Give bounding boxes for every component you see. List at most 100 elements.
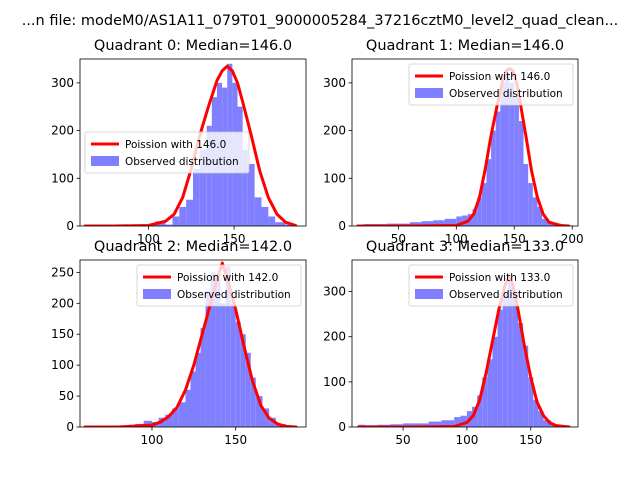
legend-box	[408, 264, 574, 307]
histogram-bar	[165, 414, 173, 427]
y-tick-label: 0	[66, 219, 74, 233]
histogram-bar	[179, 206, 187, 226]
panel-title: Quadrant 2: Median=142.0	[94, 239, 292, 255]
quadrant-3-panel: 50 100 150 0 100 200 300 Quadrant 3: Median=133…	[323, 239, 579, 447]
histogram-bar	[444, 218, 457, 226]
x-tick-label: 100	[455, 433, 478, 447]
y-tick-label: 200	[51, 124, 74, 138]
histogram-bar	[199, 149, 207, 226]
histogram-bar	[477, 395, 483, 427]
y-tick-label: 200	[323, 124, 346, 138]
y-tick-label: 300	[323, 285, 346, 299]
poisson-curve	[83, 64, 298, 226]
axes-frame	[351, 58, 579, 227]
histogram-bar	[285, 224, 295, 226]
figure-suptitle: ...n file: modeM0/AS1A11_079T01_90000052…	[21, 13, 619, 29]
legend-poisson-label: Poission with 146.0	[449, 71, 550, 83]
histogram-bar	[240, 334, 246, 427]
legend-box	[408, 63, 574, 106]
legend-observed-label: Observed distribution	[125, 156, 239, 168]
x-tick-label: 150	[224, 433, 247, 447]
histogram-bar	[421, 221, 434, 226]
histogram-bar	[477, 197, 482, 226]
y-tick-label: 100	[51, 171, 74, 185]
histogram-bar	[497, 309, 503, 427]
histogram-bar	[255, 396, 263, 427]
x-tick-label: 150	[519, 433, 542, 447]
legend-observed-swatch	[143, 289, 171, 299]
y-tick-label: 0	[338, 420, 346, 434]
histogram-bar	[247, 163, 255, 226]
x-tick-label: 100	[137, 232, 160, 246]
histogram-bar	[205, 290, 211, 427]
histogram-bar	[514, 97, 519, 226]
histogram-bar	[200, 328, 206, 427]
histogram-bar	[528, 377, 534, 427]
y-tick-label: 100	[323, 171, 346, 185]
histogram-bar	[491, 130, 496, 226]
histogram-bar	[268, 216, 276, 226]
quadrant-1-panel: 50 100 150 200 0 100 200 300 Quadrant 1: Median=…	[323, 38, 584, 246]
legend-observed-swatch	[415, 289, 443, 299]
legend-observed-swatch	[415, 88, 443, 98]
histogram-bar	[235, 321, 241, 427]
histogram-bar	[542, 218, 550, 226]
histogram-bar	[487, 359, 493, 427]
histogram-bar	[512, 291, 518, 427]
panel-title: Quadrant 3: Median=133.0	[366, 239, 564, 255]
legend-box	[84, 131, 250, 174]
histogram-bar	[528, 183, 533, 226]
histogram-bar	[454, 417, 461, 427]
histogram-bar	[523, 163, 529, 226]
axes-frame	[79, 58, 307, 227]
histogram-bar	[186, 199, 193, 226]
histogram-bar	[415, 423, 429, 427]
histogram-bar	[502, 291, 508, 427]
histogram-bar	[230, 303, 236, 427]
histogram-bar	[507, 278, 513, 427]
histogram-bar	[482, 377, 488, 427]
legend-poisson-label: Poission with 146.0	[125, 139, 226, 151]
histogram-bar	[537, 206, 543, 226]
histogram-bar	[472, 209, 478, 226]
histogram-bar	[178, 402, 186, 427]
histogram-bar	[250, 377, 256, 427]
y-tick-label: 100	[51, 358, 74, 372]
axes-frame	[351, 259, 579, 428]
histogram-bar	[492, 336, 498, 427]
histogram-bar	[538, 411, 544, 427]
y-tick-label: 50	[59, 389, 74, 403]
x-tick-label: 50	[395, 433, 410, 447]
histogram-bar	[460, 415, 467, 427]
histogram-bar	[456, 216, 463, 226]
histogram-bar	[269, 417, 276, 427]
histogram-bar	[275, 222, 286, 226]
legend-observed-label: Observed distribution	[449, 289, 563, 301]
histogram-bar	[481, 183, 487, 226]
plot-area	[356, 274, 571, 427]
y-tick-label: 100	[323, 375, 346, 389]
legend-observed-label: Observed distribution	[449, 88, 563, 100]
y-tick-label: 200	[323, 330, 346, 344]
histogram-bar	[215, 278, 221, 427]
x-tick-label: 200	[561, 232, 584, 246]
histogram-bar	[441, 420, 455, 427]
plot-area	[83, 261, 298, 427]
histogram-bar	[220, 303, 226, 427]
histogram-bar	[262, 408, 270, 427]
histogram-bar	[500, 82, 505, 226]
histogram-bar	[523, 345, 529, 427]
histogram-bar	[225, 266, 231, 427]
legend: Poission with 133.0 Observed distribution	[408, 264, 574, 307]
histogram-bar	[532, 197, 538, 226]
histogram-bar	[206, 125, 212, 226]
histogram-bar	[409, 222, 422, 226]
histogram-bar	[433, 220, 445, 226]
histogram-bar	[509, 82, 515, 226]
histogram-bar	[185, 389, 191, 427]
y-tick-label: 150	[51, 327, 74, 341]
panel-title: Quadrant 1: Median=146.0	[366, 38, 564, 54]
histogram-bar	[245, 352, 251, 427]
histogram-bar	[172, 216, 180, 226]
